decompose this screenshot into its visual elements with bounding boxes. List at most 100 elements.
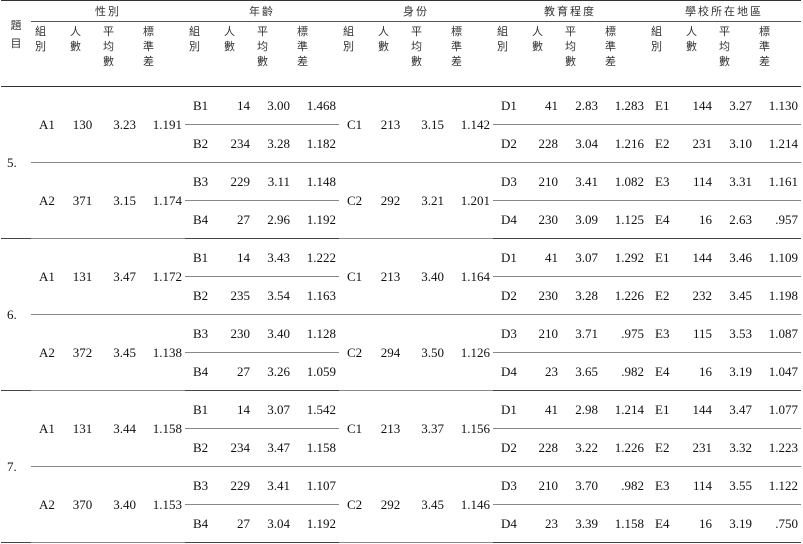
value-cell: 3.19 (715, 504, 755, 543)
group-label: B2 (185, 124, 220, 163)
value-cell: 3.53 (715, 314, 755, 353)
data-row: A2 371 3.15 1.174 B3 229 3.11 1.148 C2 292 3.21 1.2… (1, 162, 801, 239)
text: 平均數 (565, 25, 576, 68)
value-cell: .982 (601, 466, 647, 505)
value-cell: 294 (374, 314, 407, 391)
item-number: 6. (1, 238, 31, 391)
value-cell: 144 (682, 238, 715, 277)
group-label: A1 (31, 390, 66, 467)
group-label: C1 (339, 86, 374, 163)
group-label: A1 (31, 238, 66, 315)
value-cell: 1.292 (601, 238, 647, 277)
column-header: 組別 (339, 21, 374, 87)
column-header: 平均數 (253, 21, 293, 87)
value-cell: 2.96 (253, 200, 293, 239)
group-label: D2 (493, 124, 528, 163)
table-body: 5. A1 130 3.23 1.191 B1 14 3.00 1.468 C1 213 3.15 1.… (1, 86, 801, 543)
group-label: D3 (493, 466, 528, 505)
value-cell: 1.082 (601, 162, 647, 201)
value-cell: 3.32 (715, 428, 755, 467)
group-label: A2 (31, 466, 66, 543)
value-cell: 1.148 (293, 162, 339, 201)
value-cell: 1.468 (293, 86, 339, 125)
value-cell: 3.15 (99, 162, 139, 239)
group-label: D2 (493, 428, 528, 467)
group-label: E1 (647, 238, 682, 277)
group-label: D4 (493, 200, 528, 239)
text: 人數 (532, 25, 543, 53)
value-cell: 3.21 (407, 162, 447, 239)
data-row: B4 27 3.04 1.192 D4 23 3.39 1.158 E4 16 3.19.750 (1, 504, 801, 543)
column-header: 組別 (185, 21, 220, 87)
value-cell: 3.45 (407, 466, 447, 543)
value-cell: 372 (66, 314, 99, 391)
value-cell: 1.222 (293, 238, 339, 277)
value-cell: 231 (682, 124, 715, 163)
group-label: B1 (185, 238, 220, 277)
value-cell: 3.26 (253, 352, 293, 391)
value-cell: 3.15 (407, 86, 447, 163)
text: 組別 (497, 25, 508, 53)
column-header: 標準差 (139, 21, 185, 87)
text: 平均數 (719, 25, 730, 68)
value-cell: 3.50 (407, 314, 447, 391)
column-header: 組別 (493, 21, 528, 87)
data-row: 5. A1 130 3.23 1.191 B1 14 3.00 1.468 C1 213 3.15 1.… (1, 86, 801, 239)
value-cell: 1.216 (601, 124, 647, 163)
value-cell: 3.28 (561, 276, 601, 315)
item-header: 題目 (1, 0, 31, 87)
value-cell: 14 (220, 390, 253, 429)
value-cell: 3.28 (253, 124, 293, 163)
value-cell: 3.46 (715, 238, 755, 277)
value-cell: 231 (682, 428, 715, 467)
value-cell: 3.41 (253, 466, 293, 505)
value-cell: 213 (374, 86, 407, 163)
value-cell: 1.130 (755, 86, 801, 125)
column-header: 人數 (682, 21, 715, 87)
value-cell: 23 (528, 504, 561, 543)
group-label: A2 (31, 314, 66, 391)
value-cell: 144 (682, 390, 715, 429)
value-cell: 229 (220, 162, 253, 201)
value-cell: 3.40 (99, 466, 139, 543)
value-cell: 2.83 (561, 86, 601, 125)
group-label: C2 (339, 314, 374, 391)
value-cell: 1.158 (139, 390, 185, 467)
value-cell: 1.223 (755, 428, 801, 467)
value-cell: 292 (374, 162, 407, 239)
column-header: 平均數 (407, 21, 447, 87)
table-header: 題目 性別 年齡 身份 教育程度 學校所在地區 組別 人數 平均數 標準差 組別 人數 平均數 標準差 組別… (1, 0, 801, 87)
group-header: 教育程度 (493, 0, 647, 22)
column-header: 平均數 (99, 21, 139, 87)
value-cell: 1.109 (755, 238, 801, 277)
value-cell: 3.65 (561, 352, 601, 391)
group-label: E4 (647, 504, 682, 543)
value-cell: 3.71 (561, 314, 601, 353)
group-label: A2 (31, 162, 66, 239)
value-cell: 1.191 (139, 86, 185, 163)
item-number: 7. (1, 390, 31, 543)
value-cell: 3.45 (99, 314, 139, 391)
value-cell: 41 (528, 238, 561, 277)
group-label: E4 (647, 200, 682, 239)
group-label: C1 (339, 238, 374, 315)
value-cell: 230 (220, 314, 253, 353)
value-cell: 1.214 (755, 124, 801, 163)
column-header: 人數 (66, 21, 99, 87)
group-label: D3 (493, 162, 528, 201)
column-header: 標準差 (755, 21, 801, 87)
value-cell: 3.19 (715, 352, 755, 391)
value-cell: 3.45 (715, 276, 755, 315)
text: 平均數 (103, 25, 114, 68)
group-label: E2 (647, 428, 682, 467)
value-cell: 1.142 (447, 86, 493, 163)
value-cell: 1.107 (293, 466, 339, 505)
value-cell: 230 (528, 200, 561, 239)
value-cell: 41 (528, 86, 561, 125)
data-row: 6. A1 131 3.47 1.172 B1 14 3.43 1.222 C1 213 3.40 1.… (1, 238, 801, 391)
value-cell: 3.47 (253, 428, 293, 467)
value-cell: 1.182 (293, 124, 339, 163)
value-cell: 210 (528, 162, 561, 201)
text: 標準差 (759, 25, 770, 68)
group-label: B2 (185, 428, 220, 467)
